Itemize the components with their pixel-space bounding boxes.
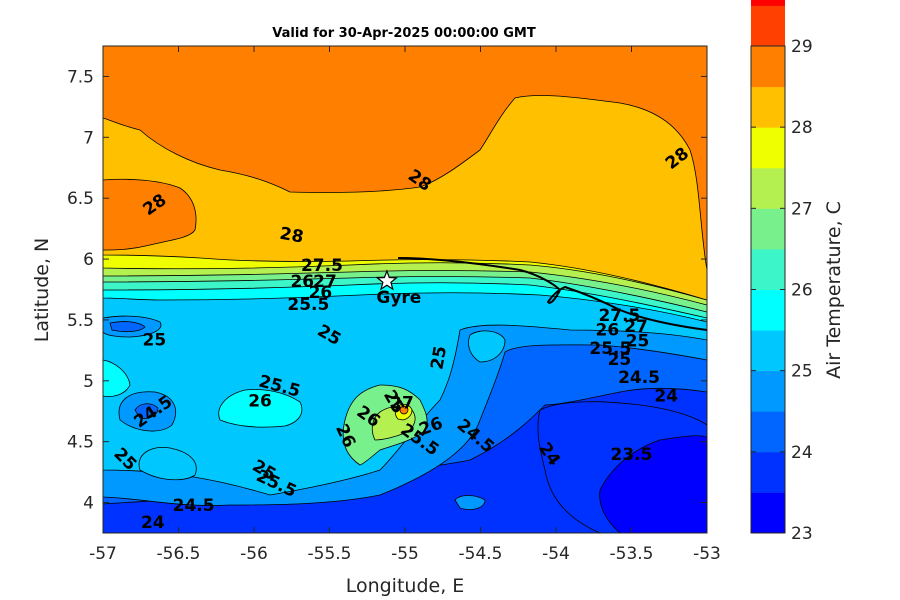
band-25-to-25-5-patch-sw [138,447,197,481]
colorbar-tick-label: 25 [791,362,813,382]
x-tick-label: -53 [693,544,721,564]
contour-label: 24.5 [618,368,660,388]
band-25-5-to-26-patch-far-west [103,359,131,397]
colorbar-tick-label: 23 [791,524,813,544]
colorbar-swatch [751,370,785,412]
y-tick-label: 5 [83,372,94,392]
colorbar-swatch [751,492,785,534]
contour-label: 26 [309,283,333,303]
band-24-to-24-5-patch-sw [134,403,159,419]
colorbar-tick-label: 26 [791,281,813,301]
y-tick-label: 4.5 [67,433,94,453]
x-tick-label: -56 [240,544,268,564]
contour-label: 26 [596,321,620,341]
contour-label: 25 [608,350,632,370]
y-tick-label: 6.5 [67,189,94,209]
colorbar-swatch [751,451,785,493]
contour-label: 28 [278,224,305,248]
axis-ticks: -57 -56.5 -56 -55.5 -55 -54.5 -54 -53.5 -53 4 4.5 5… [67,46,721,564]
band-28-to-28-5-hill [399,405,409,415]
colorbar-tick-label: 27 [791,199,813,219]
contour-label: 27 [313,272,337,292]
chart-title: Valid for 30-Apr-2025 00:00:00 GMT [272,26,536,41]
x-tick-label: -55.5 [308,544,352,564]
contour-label: 27 [390,394,414,414]
colorbar-swatch [751,5,785,47]
contour-label: 25 [626,332,650,352]
x-tick-label: -55 [391,544,419,564]
colorbar-swatch [751,167,785,209]
contour-label: 25 [143,330,167,350]
x-axis-label: Longitude, E [346,575,465,597]
contour-label: 26 [248,391,272,411]
x-tick-label: -53.5 [610,544,654,564]
marker-label: Gyre [376,288,421,308]
colorbar-tick-label: 28 [791,118,813,138]
colorbar-swatch [751,289,785,331]
contour-label: 27.5 [598,306,640,326]
colorbar-swatch [751,208,785,250]
star-icon [375,269,399,291]
y-tick-label: 5.5 [67,311,94,331]
colorbar-swatch [751,248,785,290]
x-tick-label: -54.5 [459,544,503,564]
y-tick-label: 6 [83,250,94,270]
colorbar-swatch [751,127,785,169]
colorbar [751,0,785,534]
y-axis-label: Latitude, N [31,238,53,343]
contour-label: 27 [624,317,648,337]
colorbar-ticks: 23 24 25 26 27 28 29 [751,37,813,544]
contour-label: 24 [141,513,165,533]
y-tick-label: 7 [83,128,94,148]
gyre-marker: Gyre [375,269,421,308]
colorbar-swatch [751,86,785,128]
colorbar-swatch [751,0,785,6]
band-25-5-to-26-patch-west [218,389,303,428]
band-28-5-to-29 [103,46,707,271]
x-tick-label: -57 [89,544,117,564]
colorbar-tick-label: 29 [791,37,813,57]
colorbar-swatch [751,330,785,372]
contour-label: 26 [290,272,314,292]
band-24-5-to-25-patch-south [454,495,486,510]
contour-label: 24.5 [173,496,215,516]
x-tick-label: -54 [542,544,570,564]
colorbar-swatch [751,46,785,88]
band-25-to-25-5-patch-center [468,330,506,363]
band-24-to-24-5-patch-nw [109,321,146,333]
x-tick-label: -56.5 [157,544,201,564]
contour-plot-area [103,46,707,533]
colorbar-swatch [751,411,785,453]
contour-label: 23.5 [611,445,653,465]
colorbar-label: Air Temperature, C [823,201,845,379]
contour-label: 27.5 [301,256,343,276]
contour-label: 25.5 [589,339,631,359]
contour-label: 24 [654,386,678,406]
y-tick-label: 4 [83,494,94,514]
contour-label: 25.5 [287,295,329,315]
coastline [397,257,707,331]
band-28-5-to-29-west [103,178,197,251]
band-23-to-23-5-east [599,435,707,533]
y-tick-label: 7.5 [67,67,94,87]
colorbar-tick-label: 24 [791,443,813,463]
contour-label: 25 [427,344,451,371]
